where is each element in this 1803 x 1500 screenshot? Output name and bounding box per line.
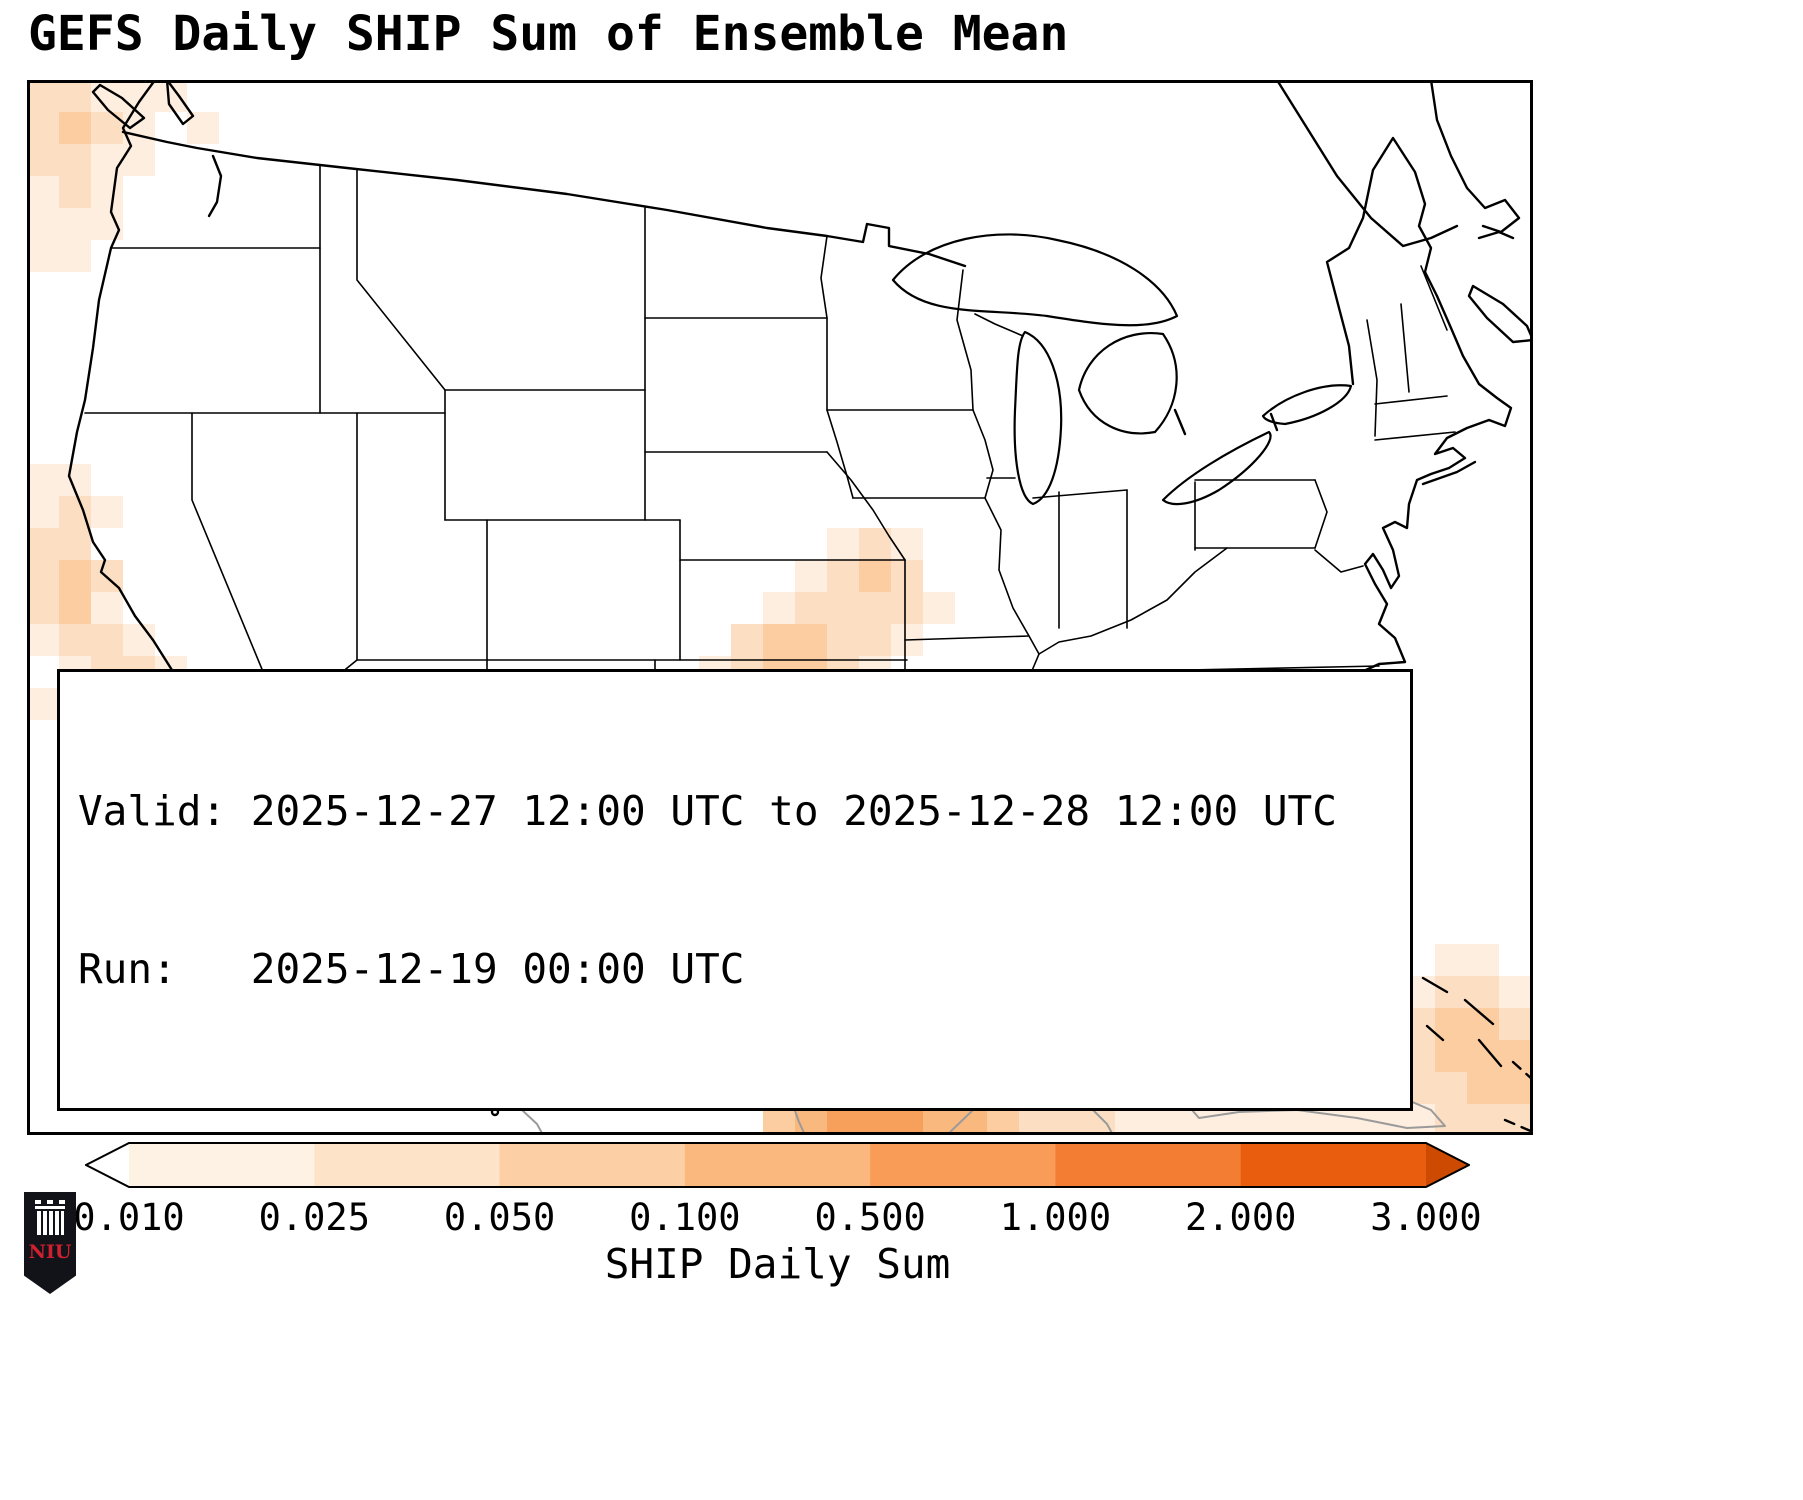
canada-border	[121, 130, 967, 268]
colorbar-ticks: 0.010 0.025 0.050 0.100 0.500 1.000 2.000 3.000	[73, 1188, 1481, 1239]
map-panel: Valid: 2025-12-27 12:00 UTC to 2025-12-2…	[27, 80, 1533, 1135]
bahamas	[1421, 976, 1503, 1068]
colorbar-tick-label: 0.050	[443, 1196, 556, 1239]
validity-info-box: Valid: 2025-12-27 12:00 UTC to 2025-12-2…	[57, 669, 1413, 1111]
lake-huron	[1077, 332, 1178, 435]
colorbar: 0.010 0.025 0.050 0.100 0.500 1.000 2.000 3.000…	[73, 1142, 1482, 1288]
niu-shield-icon: NIU	[24, 1192, 76, 1294]
nova-scotia	[1467, 284, 1533, 344]
niu-logo-text: NIU	[28, 1241, 72, 1263]
niu-logo: NIU	[24, 1192, 76, 1294]
prince-edward-island	[1477, 230, 1515, 240]
colorbar-tick-label: 0.025	[258, 1196, 370, 1239]
new-brunswick-coast	[1429, 80, 1521, 234]
map-frame	[27, 80, 1533, 1135]
page-title: GEFS Daily SHIP Sum of Ensemble Mean	[28, 6, 1069, 62]
colorbar-tick-label: 2.000	[1185, 1196, 1297, 1239]
great-lakes	[891, 233, 1353, 506]
detroit-river	[1173, 408, 1187, 436]
puget-sound	[207, 154, 223, 218]
colorbar-tick-label: 1.000	[999, 1196, 1112, 1239]
colorbar-tick-label: 0.500	[814, 1196, 926, 1239]
corner-dash-1	[1511, 1060, 1533, 1082]
lake-michigan	[1013, 330, 1063, 506]
lake-superior	[891, 233, 1179, 327]
long-island	[1421, 460, 1477, 486]
colorbar-gradient	[85, 1142, 1470, 1188]
lake-erie	[1161, 430, 1272, 506]
castle-icon	[35, 1200, 65, 1235]
st-lawrence-north-shore	[1275, 80, 1459, 248]
run-line: Run: 2025-12-19 00:00 UTC	[78, 944, 745, 993]
colorbar-tick-label: 0.010	[73, 1196, 185, 1239]
vancouver-island	[91, 83, 146, 130]
lake-ontario	[1261, 384, 1353, 426]
corner-dash-2	[1503, 1118, 1533, 1134]
colorbar-label: SHIP Daily Sum	[604, 1240, 951, 1288]
bc-island	[165, 80, 195, 126]
niagara-river	[1269, 412, 1279, 432]
colorbar-tick-label: 0.100	[629, 1196, 741, 1239]
colorbar-tick-label: 3.000	[1370, 1196, 1482, 1239]
valid-line: Valid: 2025-12-27 12:00 UTC to 2025-12-2…	[78, 787, 1337, 836]
